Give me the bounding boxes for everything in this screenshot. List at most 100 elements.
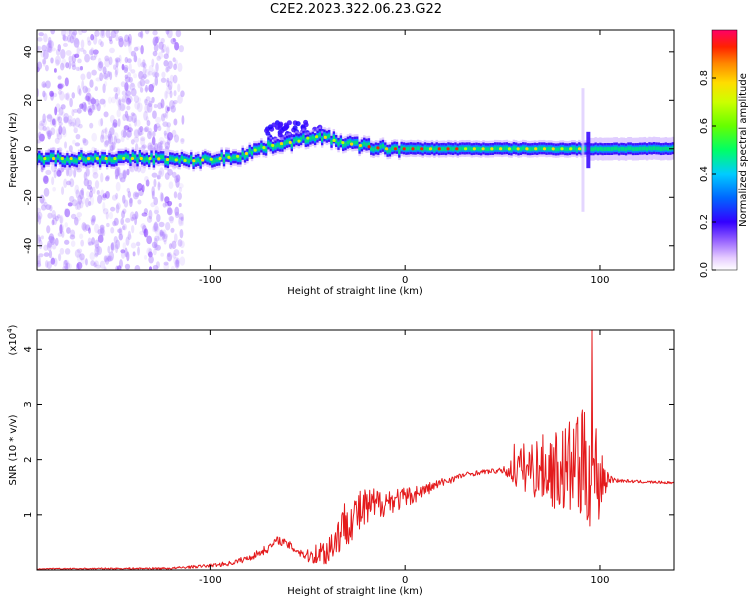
noise-speck bbox=[63, 259, 68, 269]
noise-speck bbox=[120, 135, 125, 143]
noise-speck bbox=[177, 62, 183, 73]
noise-speck bbox=[46, 113, 53, 123]
noise-speck bbox=[97, 62, 103, 72]
spectrogram-y-axis-label: Frequency (Hz) bbox=[8, 112, 19, 188]
ridge-cell bbox=[510, 147, 513, 152]
noise-speck bbox=[51, 241, 57, 250]
spectrogram-y-ticks: -40 -20 0 20 40 bbox=[23, 45, 674, 254]
noise-speck bbox=[37, 37, 43, 42]
noise-speck bbox=[95, 264, 102, 269]
noise-speck bbox=[60, 62, 65, 71]
noise-speck bbox=[118, 37, 124, 48]
noise-speck bbox=[66, 180, 72, 186]
noise-speck bbox=[61, 186, 65, 195]
noise-speck bbox=[90, 260, 95, 267]
noise-speck bbox=[151, 190, 155, 200]
noise-speck bbox=[70, 240, 76, 247]
noise-speck bbox=[170, 265, 175, 270]
noise-speck bbox=[59, 223, 65, 232]
noise-speck bbox=[108, 251, 115, 262]
noise-speck bbox=[72, 139, 76, 145]
noise-speck bbox=[71, 64, 77, 71]
noise-speck bbox=[104, 55, 110, 62]
ridge-cell bbox=[486, 147, 490, 152]
noise-speck bbox=[143, 228, 149, 238]
spectrogram-x-tick-label: 100 bbox=[590, 275, 609, 286]
noise-speck bbox=[57, 83, 64, 89]
noise-speck bbox=[116, 109, 121, 118]
ridge-cell bbox=[620, 146, 623, 151]
ridge-cell bbox=[54, 158, 57, 163]
spike-artifact bbox=[581, 88, 585, 212]
noise-speck bbox=[85, 197, 90, 208]
noise-speck bbox=[130, 242, 137, 249]
noise-speck bbox=[124, 82, 129, 92]
noise-speck bbox=[151, 186, 155, 196]
ridge-hotspot bbox=[279, 141, 284, 146]
noise-speck bbox=[63, 178, 68, 188]
spectrogram-panel: -100 0 100 -40 -20 0 20 40 Height of straight … bbox=[8, 29, 675, 297]
ridge-hotspot bbox=[534, 147, 538, 151]
ridge-cell bbox=[440, 147, 443, 151]
ridge-cell bbox=[391, 146, 394, 151]
ridge-cell bbox=[529, 147, 532, 152]
noise-speck bbox=[168, 215, 175, 222]
noise-speck bbox=[82, 223, 88, 232]
noise-speck bbox=[61, 111, 66, 117]
figure-title: C2E2.2023.322.06.23.G22 bbox=[269, 2, 443, 17]
noise-speck bbox=[73, 168, 77, 178]
noise-speck bbox=[157, 143, 162, 149]
noise-speck bbox=[126, 129, 132, 138]
ridge-cell bbox=[169, 156, 172, 161]
noise-speck bbox=[124, 34, 130, 43]
noise-speck bbox=[62, 265, 69, 270]
noise-speck bbox=[56, 168, 62, 178]
ridge-cell bbox=[304, 139, 308, 143]
noise-speck bbox=[147, 130, 152, 140]
ridge-hotspot bbox=[385, 147, 389, 151]
noise-speck bbox=[92, 186, 96, 194]
ridge-cell bbox=[285, 139, 289, 144]
ridge-cell bbox=[643, 146, 646, 151]
ridge-cell bbox=[370, 146, 373, 151]
noise-speck bbox=[179, 256, 186, 266]
ridge-hotspot bbox=[306, 136, 310, 140]
noise-speck bbox=[38, 123, 45, 131]
ridge-cell bbox=[603, 147, 607, 151]
noise-speck bbox=[153, 178, 157, 188]
noise-speck bbox=[76, 263, 80, 270]
ridge-cell bbox=[465, 146, 469, 151]
ridge-hotspot bbox=[376, 146, 380, 150]
ridge-cell bbox=[133, 155, 137, 160]
noise-speck bbox=[129, 82, 136, 91]
noise-speck bbox=[178, 186, 183, 193]
ridge-cell bbox=[545, 146, 548, 151]
noise-speck bbox=[64, 77, 69, 87]
noise-speck bbox=[37, 61, 43, 70]
noise-speck bbox=[115, 265, 119, 270]
ridge-cell bbox=[519, 147, 523, 151]
ridge-cell bbox=[119, 155, 123, 159]
noise-speck bbox=[46, 261, 52, 270]
noise-speck bbox=[102, 72, 108, 80]
noise-speck bbox=[82, 49, 87, 55]
noise-speck bbox=[82, 137, 87, 144]
ridge-cell bbox=[187, 159, 191, 164]
noise-speck bbox=[68, 30, 73, 37]
noise-speck bbox=[81, 222, 87, 231]
noise-speck bbox=[105, 190, 110, 199]
ridge-cell bbox=[52, 154, 55, 159]
ridge-cell bbox=[236, 156, 240, 161]
noise-speck bbox=[37, 260, 42, 267]
noise-speck bbox=[67, 35, 72, 43]
noise-speck bbox=[144, 87, 149, 92]
noise-speck bbox=[71, 199, 78, 207]
noise-speck bbox=[105, 254, 110, 262]
ridge-cell bbox=[573, 146, 576, 151]
ridge-cell bbox=[295, 137, 298, 142]
noise-speck bbox=[80, 187, 84, 196]
noise-speck bbox=[127, 190, 132, 198]
ridge-hotspot bbox=[192, 159, 196, 163]
ridge-cell bbox=[80, 154, 83, 158]
noise-speck bbox=[96, 103, 101, 112]
